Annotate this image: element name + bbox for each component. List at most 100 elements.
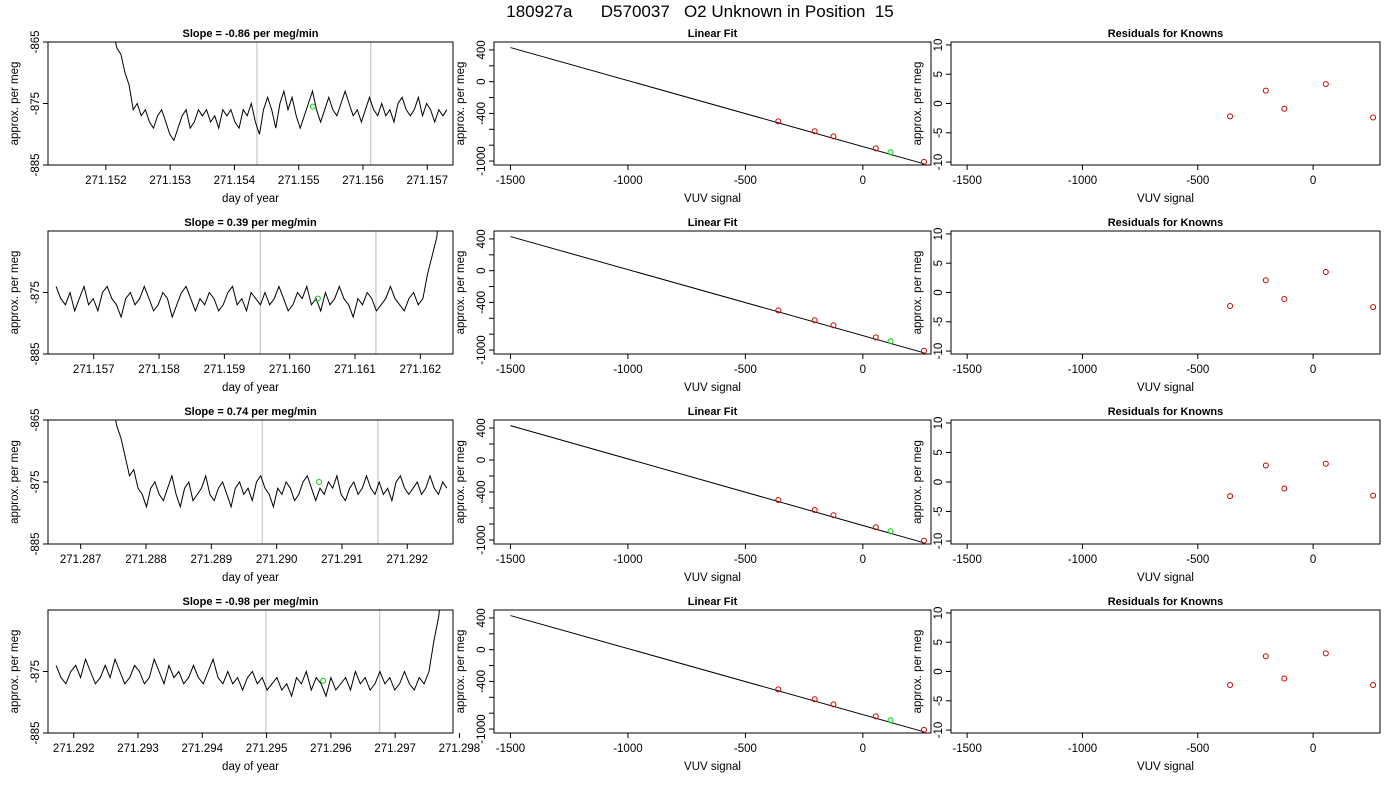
y-tick-label: -400 [476, 291, 488, 314]
x-tick-label: 271.289 [191, 554, 233, 566]
plot-frame [47, 230, 454, 355]
known-point [775, 686, 782, 693]
x-tick-label: 0 [1310, 554, 1316, 566]
plot-frame [950, 41, 1381, 166]
y-tick-label: 0 [476, 267, 488, 273]
fit-line [510, 236, 925, 354]
series-line [115, 42, 448, 142]
y-axis-label: approx. per meg [9, 251, 21, 335]
x-tick-label: -1000 [613, 743, 642, 755]
known-point [1281, 675, 1288, 682]
x-axis-label: VUV signal [1137, 193, 1194, 205]
y-tick-label: -885 [30, 153, 42, 176]
y-axis-label: approx. per meg [912, 440, 924, 524]
x-tick-label: -1000 [1068, 554, 1097, 566]
known-point [811, 696, 818, 703]
x-tick-label: -1500 [952, 743, 981, 755]
plot-area [510, 425, 927, 544]
chart-panel: Linear Fit -1500 -1000 -500 0 400 0 -400 -1000 VU… [455, 596, 932, 773]
x-tick-label: -1000 [1068, 743, 1097, 755]
x-tick-label: 271.293 [117, 743, 159, 755]
x-tick-label: 271.159 [204, 364, 246, 376]
x-tick-label: 271.160 [269, 364, 311, 376]
unknown-marker [316, 479, 323, 485]
x-tick-label: -500 [734, 364, 757, 376]
y-tick-label: 400 [476, 229, 488, 248]
y-tick-label: -875 [30, 470, 42, 493]
y-tick-label: -875 [30, 660, 42, 683]
x-tick-label: -1000 [1068, 175, 1097, 187]
chart-panel: Linear Fit -1500 -1000 -500 0 400 0 -400 -1000 VU… [455, 217, 932, 394]
chart-panel: Residuals for Knowns -1500 -1000 -500 0 10 5 0 -… [912, 28, 1381, 205]
y-tick-label: -400 [476, 480, 488, 503]
x-tick-label: 271.295 [246, 743, 288, 755]
known-point [1281, 105, 1288, 112]
chart-panel: Linear Fit -1500 -1000 -500 0 400 0 -400 -1000 VU… [455, 406, 932, 584]
x-axis-label: day of year [222, 572, 279, 584]
x-tick-label: -1500 [496, 364, 525, 376]
series-line [55, 231, 438, 319]
chart-panel: Slope = 0.74 per meg/min 271.287 271.288 27… [9, 406, 454, 584]
x-tick-label: 271.156 [342, 175, 384, 187]
panel-title: Slope = 0.39 per meg/min [184, 217, 317, 229]
y-tick-label: 10 [933, 417, 945, 430]
known-point [1322, 269, 1329, 275]
y-tick-label: 5 [933, 449, 945, 455]
chart-panel: Residuals for Knowns -1500 -1000 -500 0 10 5 0 -… [912, 217, 1381, 394]
chart-panel: Slope = -0.86 per meg/min 271.152 271.153 2… [9, 28, 454, 205]
x-tick-label: 0 [860, 743, 866, 755]
plot-area [1227, 460, 1377, 500]
plot-frame [47, 609, 454, 734]
x-tick-label: -1500 [952, 554, 981, 566]
x-tick-label: -1000 [613, 554, 642, 566]
panel-title: Linear Fit [688, 406, 738, 418]
x-tick-label: -1000 [613, 175, 642, 187]
x-axis-label: VUV signal [684, 761, 741, 773]
fit-line [510, 47, 925, 165]
x-tick-label: -500 [1186, 554, 1209, 566]
panel-title: Residuals for Knowns [1108, 406, 1224, 418]
x-tick-label: 271.297 [374, 743, 416, 755]
unknown-marker [309, 103, 316, 110]
y-tick-label: -885 [30, 342, 42, 365]
known-point [1262, 277, 1269, 284]
y-tick-label: -1000 [476, 714, 488, 743]
plot-frame [950, 419, 1381, 545]
plot-area [115, 420, 448, 544]
x-tick-label: 0 [860, 364, 866, 376]
y-tick-label: 0 [933, 668, 945, 674]
x-tick-label: -1500 [496, 554, 525, 566]
x-axis-label: VUV signal [1137, 382, 1194, 394]
x-axis-label: VUV signal [684, 193, 741, 205]
y-tick-label: 10 [933, 607, 945, 620]
x-tick-label: 0 [860, 175, 866, 187]
y-tick-label: 5 [933, 260, 945, 266]
y-tick-label: 5 [933, 639, 945, 645]
plot-area [1227, 650, 1377, 688]
plot-frame [47, 419, 454, 545]
known-point [1227, 113, 1234, 120]
x-tick-label: 271.157 [73, 364, 115, 376]
x-tick-label: 271.158 [138, 364, 180, 376]
x-tick-label: 0 [1310, 743, 1316, 755]
plot-area [115, 42, 448, 165]
plot-frame [493, 230, 932, 355]
x-tick-label: 271.288 [125, 554, 167, 566]
plot-frame [493, 609, 932, 734]
plot-area [55, 231, 438, 354]
known-point [830, 322, 837, 329]
y-tick-label: -865 [30, 408, 42, 431]
y-axis-label: approx. per meg [455, 62, 467, 146]
unknown-marker [314, 295, 321, 302]
plot-area [510, 236, 927, 354]
x-axis-label: day of year [222, 382, 279, 394]
known-point [775, 118, 782, 125]
x-tick-label: -500 [1186, 743, 1209, 755]
figure-title: 180927a D570037 O2 Unknown in Position 1… [506, 2, 894, 21]
known-point [872, 713, 879, 720]
y-axis-label: approx. per meg [9, 630, 21, 714]
y-tick-label: -5 [933, 696, 945, 706]
unknown-point [887, 528, 894, 535]
y-tick-label: 10 [933, 39, 945, 52]
